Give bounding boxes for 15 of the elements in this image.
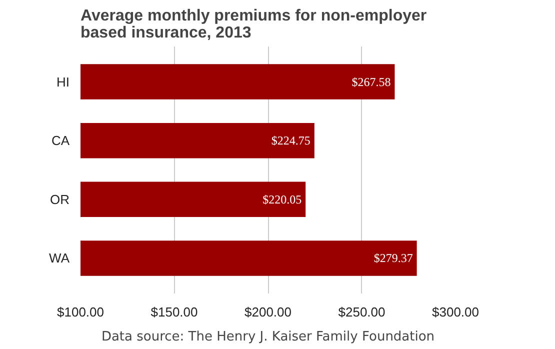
data-label: $279.37 xyxy=(374,251,413,266)
x-tick-label: $300.00 xyxy=(432,304,480,320)
y-tick-label: WA xyxy=(49,250,70,266)
x-tick-label: $200.00 xyxy=(244,304,292,320)
x-tick-label: $250.00 xyxy=(338,304,386,320)
source-note: Data source: The Henry J. Kaiser Family Foundation xyxy=(101,330,435,344)
data-label: $224.75 xyxy=(271,134,310,148)
y-tick-label: OR xyxy=(50,192,70,207)
x-tick-label: $100.00 xyxy=(57,304,104,320)
x-tick-label: $150.00 xyxy=(150,304,198,320)
y-tick-label: HI xyxy=(56,74,70,90)
y-tick-label: CA xyxy=(51,133,70,148)
data-label: $267.58 xyxy=(352,74,391,89)
chart-title: Average monthly premiums for non-employer based insurance, 2013 xyxy=(80,8,427,42)
data-label: $220.05 xyxy=(262,192,302,206)
